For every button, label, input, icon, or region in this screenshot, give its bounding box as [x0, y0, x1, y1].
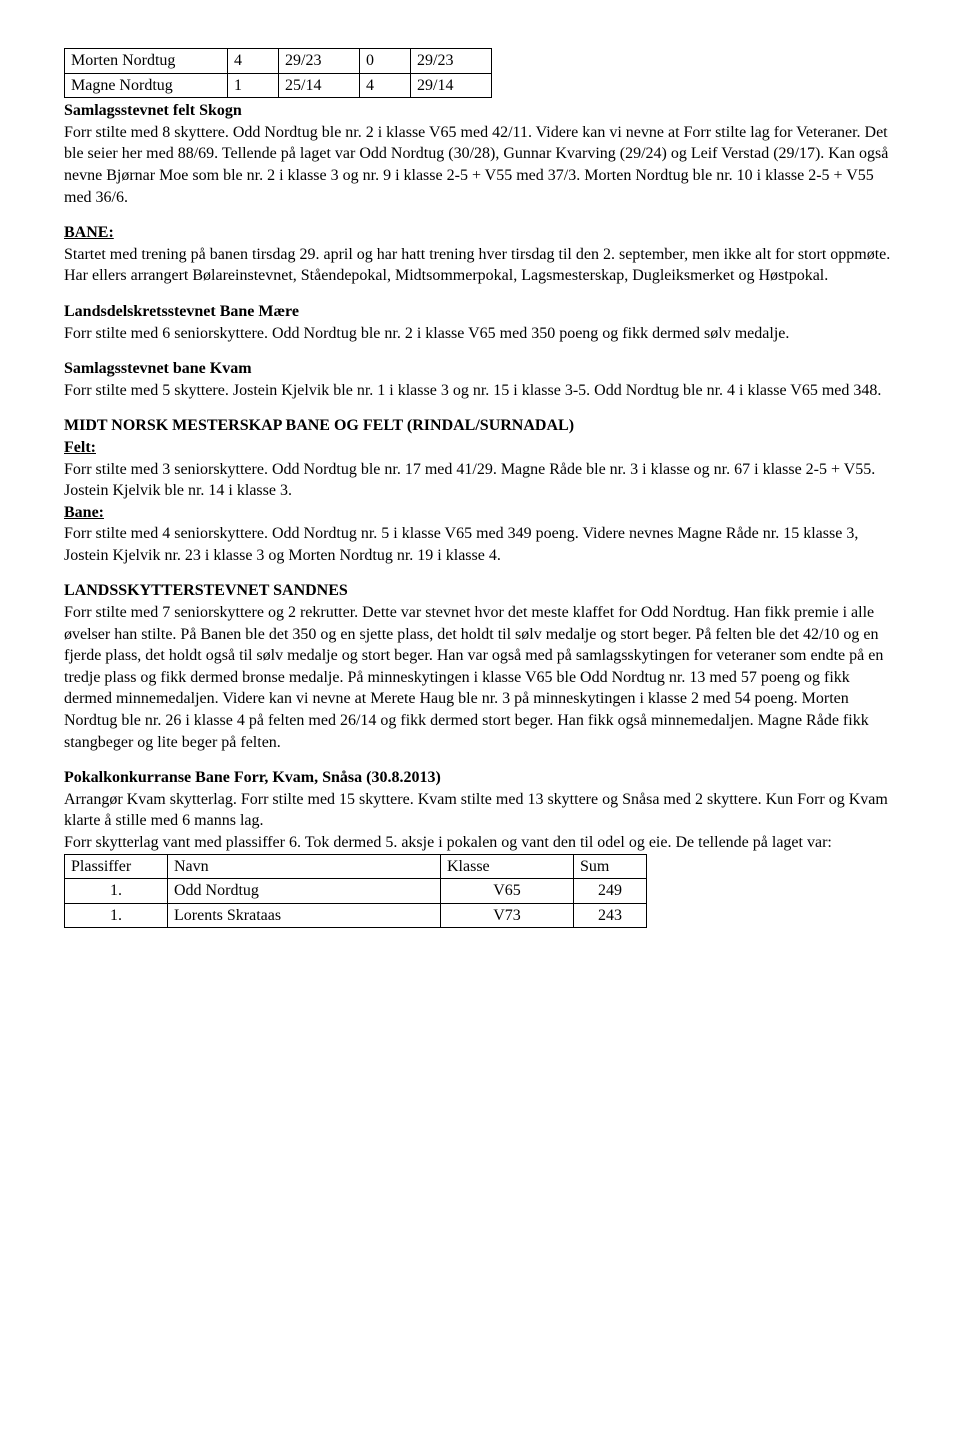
section-midtnorsk: MIDT NORSK MESTERSKAP BANE OG FELT (RIND… — [64, 415, 896, 566]
col-header: Sum — [574, 854, 647, 879]
sub-heading-bane: Bane: — [64, 502, 896, 524]
body-text: Forr stilte med 5 skyttere. Jostein Kjel… — [64, 382, 881, 399]
table-row: 1. Odd Nordtug V65 249 — [65, 879, 647, 904]
table-row: Magne Nordtug 1 25/14 4 29/14 — [65, 73, 492, 98]
cell-val: 25/14 — [279, 73, 360, 98]
section-heading: BANE: — [64, 222, 896, 244]
col-header: Navn — [168, 854, 441, 879]
body-text: Arrangør Kvam skytterlag. Forr stilte me… — [64, 791, 888, 830]
section-heading: Samlagsstevnet bane Kvam — [64, 358, 896, 380]
section-heading: Landsdelskretsstevnet Bane Mære — [64, 301, 896, 323]
cell-val: 1 — [228, 73, 279, 98]
cell-name: Odd Nordtug — [168, 879, 441, 904]
section-heading: MIDT NORSK MESTERSKAP BANE OG FELT (RIND… — [64, 415, 896, 437]
cell-klasse: V73 — [441, 903, 574, 928]
section-pokal: Pokalkonkurranse Bane Forr, Kvam, Snåsa … — [64, 767, 896, 853]
cell-sum: 249 — [574, 879, 647, 904]
body-text: Forr stilte med 4 seniorskyttere. Odd No… — [64, 525, 858, 564]
cell-val: 29/23 — [279, 49, 360, 74]
table-header-row: Plassiffer Navn Klasse Sum — [65, 854, 647, 879]
section-samlag-felt: Samlagsstevnet felt Skogn Forr stilte me… — [64, 100, 896, 208]
body-text: Startet med trening på banen tirsdag 29.… — [64, 246, 890, 285]
body-text: Forr stilte med 6 seniorskyttere. Odd No… — [64, 325, 789, 342]
section-landsskytter: LANDSSKYTTERSTEVNET SANDNES Forr stilte … — [64, 580, 896, 753]
body-text: Forr stilte med 8 skyttere. Odd Nordtug … — [64, 124, 888, 206]
body-text: Forr skytterlag vant med plassiffer 6. T… — [64, 834, 832, 851]
section-landsdel: Landsdelskretsstevnet Bane Mære Forr sti… — [64, 301, 896, 344]
col-header: Klasse — [441, 854, 574, 879]
body-text: Forr stilte med 7 seniorskyttere og 2 re… — [64, 604, 883, 751]
cell-val: 4 — [360, 73, 411, 98]
section-samlag-bane: Samlagsstevnet bane Kvam Forr stilte med… — [64, 358, 896, 401]
cell-klasse: V65 — [441, 879, 574, 904]
cell-place: 1. — [65, 879, 168, 904]
section-heading: Pokalkonkurranse Bane Forr, Kvam, Snåsa … — [64, 767, 896, 789]
pokal-table: Plassiffer Navn Klasse Sum 1. Odd Nordtu… — [64, 854, 647, 929]
cell-name: Morten Nordtug — [65, 49, 228, 74]
cell-val: 29/14 — [411, 73, 492, 98]
cell-val: 0 — [360, 49, 411, 74]
cell-name: Magne Nordtug — [65, 73, 228, 98]
col-header: Plassiffer — [65, 854, 168, 879]
top-results-table: Morten Nordtug 4 29/23 0 29/23 Magne Nor… — [64, 48, 492, 98]
cell-name: Lorents Skrataas — [168, 903, 441, 928]
table-row: 1. Lorents Skrataas V73 243 — [65, 903, 647, 928]
table-row: Morten Nordtug 4 29/23 0 29/23 — [65, 49, 492, 74]
cell-place: 1. — [65, 903, 168, 928]
section-heading: Samlagsstevnet felt Skogn — [64, 100, 896, 122]
section-bane: BANE: Startet med trening på banen tirsd… — [64, 222, 896, 287]
section-heading: LANDSSKYTTERSTEVNET SANDNES — [64, 580, 896, 602]
cell-val: 4 — [228, 49, 279, 74]
sub-heading-felt: Felt: — [64, 437, 896, 459]
cell-val: 29/23 — [411, 49, 492, 74]
body-text: Forr stilte med 3 seniorskyttere. Odd No… — [64, 461, 875, 500]
cell-sum: 243 — [574, 903, 647, 928]
